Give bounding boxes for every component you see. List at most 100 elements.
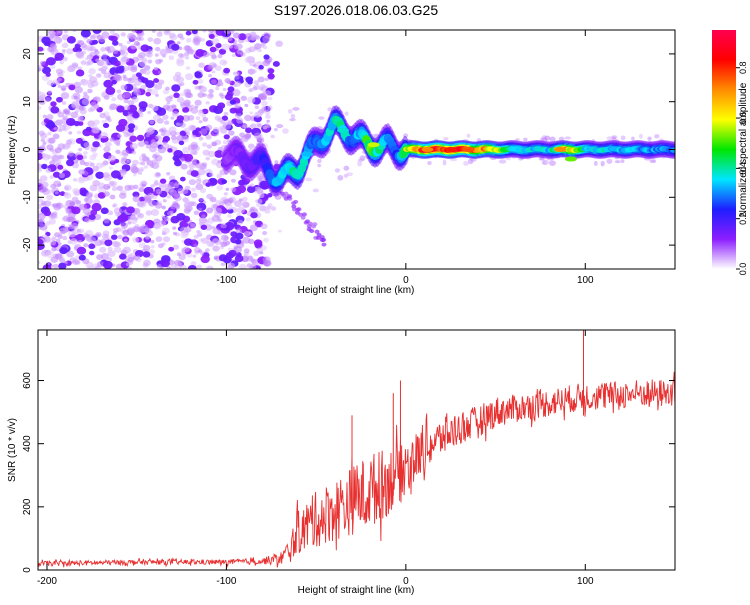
spectrogram-noise-blob xyxy=(205,265,214,269)
spectrogram-noise-blob xyxy=(113,60,122,67)
spectrogram-noise-blob xyxy=(236,185,247,194)
spectrogram-noise-blob xyxy=(262,59,271,67)
spectrogram-noise-blob xyxy=(98,67,103,72)
spectrogram-noise-blob xyxy=(59,60,64,65)
spectrogram-noise-blob xyxy=(262,231,268,236)
spectrogram-noise-blob xyxy=(253,186,262,194)
spectrogram-noise-blob xyxy=(113,139,121,145)
spectrogram-noise-blob xyxy=(195,116,201,121)
snr-y-tick-label: 0 xyxy=(22,567,33,573)
spectrogram-noise-blob xyxy=(248,88,254,93)
spectrogram-noise-blob xyxy=(86,38,93,44)
spectrogram-hot-spot xyxy=(301,151,314,157)
spectrogram-noise-blob xyxy=(111,186,118,192)
spectrogram-noise-blob xyxy=(168,32,176,39)
spectrogram-noise-blob xyxy=(57,164,64,170)
spectrogram-noise-blob xyxy=(180,176,186,182)
spectrogram-noise-blob xyxy=(155,188,163,195)
spectrogram-noise-blob xyxy=(49,160,56,166)
spectrogram-noise-blob xyxy=(221,115,229,121)
spectrogram-noise-blob xyxy=(218,79,222,83)
spectrogram-noise-blob xyxy=(123,98,129,104)
spectrogram-noise-blob xyxy=(234,239,242,245)
spectrogram-y-tick-label: 10 xyxy=(22,96,33,108)
spectrogram-noise-blob xyxy=(150,239,155,244)
snr-x-tick-label: 100 xyxy=(577,576,594,587)
spectrogram-noise-blob xyxy=(292,107,300,111)
spectrogram-noise-blob xyxy=(134,217,139,221)
spectrogram-noise-blob xyxy=(125,262,131,267)
spectrogram-noise-blob xyxy=(88,243,96,250)
spectrogram-noise-blob xyxy=(80,30,91,38)
spectrogram-noise-blob xyxy=(245,127,252,134)
spectrogram-noise-blob xyxy=(193,210,200,216)
spectrogram-noise-blob xyxy=(122,74,127,78)
spectrogram-noise-blob xyxy=(52,79,59,85)
spectrogram-noise-blob xyxy=(223,67,231,74)
spectrogram-noise-blob xyxy=(443,137,449,141)
spectrogram-noise-blob xyxy=(204,224,213,231)
spectrogram-noise-blob xyxy=(249,224,258,232)
spectrogram-noise-blob xyxy=(189,104,195,109)
spectrogram-noise-blob xyxy=(109,180,118,188)
spectrogram-noise-blob xyxy=(85,126,92,132)
spectrogram-noise-blob xyxy=(157,30,163,35)
spectrogram-noise-blob xyxy=(129,142,138,150)
spectrogram-noise-blob xyxy=(195,49,205,57)
spectrogram-noise-blob xyxy=(88,68,96,75)
spectrogram-hot-spot xyxy=(444,147,457,152)
spectrogram-noise-blob xyxy=(71,101,80,109)
spectrogram-noise-blob xyxy=(39,60,46,66)
spectrogram-noise-blob xyxy=(122,202,128,207)
spectrogram-noise-blob xyxy=(427,160,432,166)
spectrogram-ridge-cell xyxy=(670,147,675,153)
spectrogram-noise-blob xyxy=(77,240,83,244)
spectrogram-noise-blob xyxy=(101,233,110,241)
spectrogram-branch-blob xyxy=(301,212,307,217)
spectrogram-noise-blob xyxy=(179,53,185,58)
spectrogram-noise-blob xyxy=(220,234,229,241)
spectrogram-noise-blob xyxy=(180,163,188,170)
spectrogram-noise-blob xyxy=(149,120,155,125)
spectrogram-noise-blob xyxy=(52,133,60,140)
spectrogram-noise-blob xyxy=(154,202,163,209)
spectrogram-noise-blob xyxy=(184,185,191,191)
spectrogram-noise-blob xyxy=(187,264,197,269)
spectrogram-noise-blob xyxy=(119,58,127,65)
spectrogram-noise-blob xyxy=(77,66,82,70)
spectrogram-noise-blob xyxy=(130,44,137,50)
spectrogram-noise-blob xyxy=(197,78,204,84)
spectrogram-noise-blob xyxy=(544,135,551,141)
spectrogram-noise-blob xyxy=(249,183,255,188)
spectrogram-noise-blob xyxy=(171,111,179,117)
spectrogram-noise-blob xyxy=(76,130,82,135)
spectrogram-noise-blob xyxy=(84,217,91,223)
spectrogram-noise-blob xyxy=(116,89,122,94)
spectrogram-noise-blob xyxy=(224,93,233,101)
spectrogram-noise-blob xyxy=(189,223,196,229)
spectrogram-noise-blob xyxy=(38,46,44,52)
spectrogram-noise-blob xyxy=(81,98,91,106)
spectrogram-noise-blob xyxy=(57,84,62,88)
spectrogram-noise-blob xyxy=(144,65,151,71)
spectrogram-noise-blob xyxy=(133,78,142,86)
spectrogram-noise-blob xyxy=(58,172,66,178)
spectrogram-noise-blob xyxy=(211,54,218,60)
spectrogram-noise-blob xyxy=(41,181,49,188)
spectrogram-noise-blob xyxy=(61,87,66,92)
spectrogram-noise-blob xyxy=(183,153,194,162)
spectrogram-noise-blob xyxy=(198,136,204,141)
spectrogram-noise-blob xyxy=(236,117,244,124)
spectrogram-noise-blob xyxy=(225,252,235,259)
spectrogram-noise-blob xyxy=(227,86,235,93)
spectrogram-noise-blob xyxy=(305,177,313,182)
spectrogram-noise-blob xyxy=(225,119,231,124)
spectrogram-noise-blob xyxy=(253,111,261,118)
spectrogram-noise-blob xyxy=(216,185,224,191)
spectrogram-noise-blob xyxy=(248,46,256,53)
spectrogram-noise-blob xyxy=(287,109,293,114)
spectrogram-noise-blob xyxy=(121,156,127,162)
spectrogram-noise-blob xyxy=(236,212,241,217)
spectrogram-noise-blob xyxy=(103,30,108,35)
